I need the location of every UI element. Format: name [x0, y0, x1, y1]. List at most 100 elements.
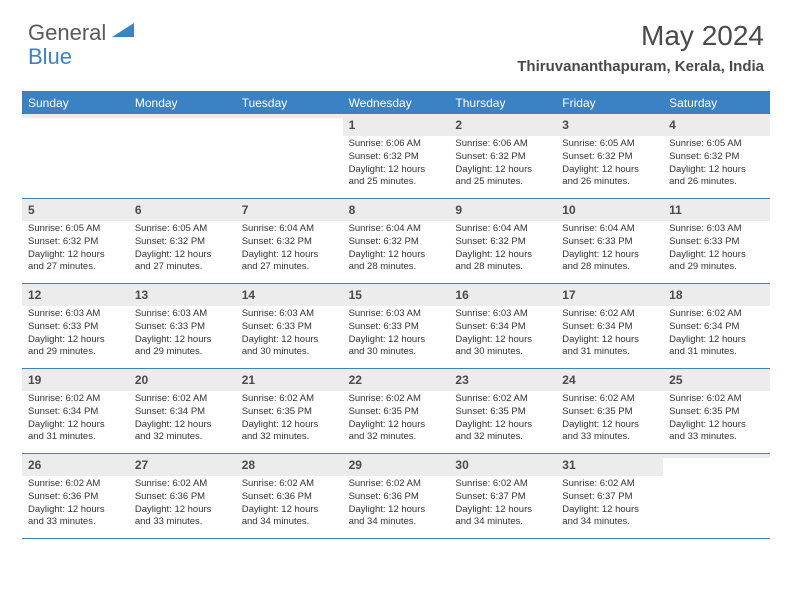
day-info: Sunrise: 6:05 AMSunset: 6:32 PMDaylight:… — [556, 136, 663, 193]
day-cell: 5Sunrise: 6:05 AMSunset: 6:32 PMDaylight… — [22, 199, 129, 283]
daynum-row: 29 — [343, 454, 450, 476]
day-number: 16 — [455, 288, 468, 302]
day-info: Sunrise: 6:02 AMSunset: 6:36 PMDaylight:… — [129, 476, 236, 533]
daynum-row: 23 — [449, 369, 556, 391]
logo-triangle-icon — [112, 23, 134, 44]
day-info: Sunrise: 6:04 AMSunset: 6:32 PMDaylight:… — [236, 221, 343, 278]
day-cell: 31Sunrise: 6:02 AMSunset: 6:37 PMDayligh… — [556, 454, 663, 538]
day-number: 4 — [669, 118, 676, 132]
day-cell: 12Sunrise: 6:03 AMSunset: 6:33 PMDayligh… — [22, 284, 129, 368]
day-number: 20 — [135, 373, 148, 387]
day-cell: 16 Sunrise: 6:03 AMSunset: 6:34 PMDayligh… — [449, 284, 556, 368]
day-header-thursday: Thursday — [449, 92, 556, 114]
daynum-row: 9 — [449, 199, 556, 221]
day-info: Sunrise: 6:02 AMSunset: 6:37 PMDaylight:… — [449, 476, 556, 533]
daynum-row: 16 — [449, 284, 556, 306]
day-number: 17 — [562, 288, 575, 302]
calendar: SundayMondayTuesdayWednesdayThursdayFrid… — [22, 91, 770, 539]
daynum-row: 24 — [556, 369, 663, 391]
day-info: Sunrise: 6:03 AMSunset: 6:33 PMDaylight:… — [236, 306, 343, 363]
day-info: Sunrise: 6:02 AMSunset: 6:35 PMDaylight:… — [663, 391, 770, 448]
daynum-row: 1 — [343, 114, 450, 136]
day-cell: 17Sunrise: 6:02 AMSunset: 6:34 PMDayligh… — [556, 284, 663, 368]
daynum-row: 7 — [236, 199, 343, 221]
daynum-row: 10 — [556, 199, 663, 221]
daynum-row: 18 — [663, 284, 770, 306]
day-number: 19 — [28, 373, 41, 387]
day-info: Sunrise: 6:03 AMSunset: 6:33 PMDaylight:… — [129, 306, 236, 363]
day-number: 8 — [349, 203, 356, 217]
day-cell: 8 Sunrise: 6:04 AMSunset: 6:32 PMDaylight… — [343, 199, 450, 283]
day-number: 6 — [135, 203, 142, 217]
day-cell: 14Sunrise: 6:03 AMSunset: 6:33 PMDayligh… — [236, 284, 343, 368]
daynum-row: 22 — [343, 369, 450, 391]
daynum-row: 3 — [556, 114, 663, 136]
day-number: 22 — [349, 373, 362, 387]
location-label: Thiruvananthapuram, Kerala, India — [517, 58, 764, 75]
daynum-row: 12 — [22, 284, 129, 306]
day-number: 2 — [455, 118, 462, 132]
day-cell: 23Sunrise: 6:02 AMSunset: 6:35 PMDayligh… — [449, 369, 556, 453]
month-title: May 2024 — [517, 20, 764, 52]
day-number: 30 — [455, 458, 468, 472]
day-cell: 1Sunrise: 6:06 AMSunset: 6:32 PMDaylight… — [343, 114, 450, 198]
day-header-tuesday: Tuesday — [236, 92, 343, 114]
daynum-row: 4 — [663, 114, 770, 136]
day-info: Sunrise: 6:05 AMSunset: 6:32 PMDaylight:… — [663, 136, 770, 193]
week-row: 26 Sunrise: 6:02 AMSunset: 6:36 PMDayligh… — [22, 454, 770, 539]
day-number: 29 — [349, 458, 362, 472]
day-info: Sunrise: 6:06 AMSunset: 6:32 PMDaylight:… — [343, 136, 450, 193]
day-cell: 19 Sunrise: 6:02 AMSunset: 6:34 PMDayligh… — [22, 369, 129, 453]
day-number: 3 — [562, 118, 569, 132]
day-info: Sunrise: 6:04 AMSunset: 6:33 PMDaylight:… — [556, 221, 663, 278]
daynum-row: 28 — [236, 454, 343, 476]
day-info: Sunrise: 6:03 AMSunset: 6:33 PMDaylight:… — [22, 306, 129, 363]
day-number: 27 — [135, 458, 148, 472]
day-info: Sunrise: 6:02 AMSunset: 6:36 PMDaylight:… — [236, 476, 343, 533]
day-number: 28 — [242, 458, 255, 472]
day-header-wednesday: Wednesday — [343, 92, 450, 114]
day-info: Sunrise: 6:04 AMSunset: 6:32 PMDaylight:… — [343, 221, 450, 278]
daynum-row — [663, 454, 770, 458]
day-cell: 9 Sunrise: 6:04 AMSunset: 6:32 PMDaylight… — [449, 199, 556, 283]
day-cell: 18Sunrise: 6:02 AMSunset: 6:34 PMDayligh… — [663, 284, 770, 368]
header: General May 2024 Thiruvananthapuram, Ker… — [0, 0, 792, 83]
day-info: Sunrise: 6:05 AMSunset: 6:32 PMDaylight:… — [129, 221, 236, 278]
day-number: 24 — [562, 373, 575, 387]
day-number: 9 — [455, 203, 462, 217]
day-cell: 20Sunrise: 6:02 AMSunset: 6:34 PMDayligh… — [129, 369, 236, 453]
day-number: 23 — [455, 373, 468, 387]
day-info: Sunrise: 6:02 AMSunset: 6:35 PMDaylight:… — [343, 391, 450, 448]
day-info: Sunrise: 6:03 AMSunset: 6:33 PMDaylight:… — [343, 306, 450, 363]
daynum-row: 15 — [343, 284, 450, 306]
logo-text-blue: Blue — [28, 44, 72, 69]
day-info: Sunrise: 6:03 AMSunset: 6:34 PMDaylight:… — [449, 306, 556, 363]
daynum-row: 30 — [449, 454, 556, 476]
day-number: 5 — [28, 203, 35, 217]
day-cell: 29Sunrise: 6:02 AMSunset: 6:36 PMDayligh… — [343, 454, 450, 538]
logo-text-general: General — [28, 20, 106, 46]
logo-part2-wrap: Blue — [28, 44, 72, 70]
day-header-row: SundayMondayTuesdayWednesdayThursdayFrid… — [22, 92, 770, 114]
day-header-sunday: Sunday — [22, 92, 129, 114]
day-info: Sunrise: 6:02 AMSunset: 6:34 PMDaylight:… — [22, 391, 129, 448]
day-cell: 3 Sunrise: 6:05 AMSunset: 6:32 PMDaylight… — [556, 114, 663, 198]
day-cell: 25Sunrise: 6:02 AMSunset: 6:35 PMDayligh… — [663, 369, 770, 453]
day-cell: 24 Sunrise: 6:02 AMSunset: 6:35 PMDayligh… — [556, 369, 663, 453]
day-cell: 10Sunrise: 6:04 AMSunset: 6:33 PMDayligh… — [556, 199, 663, 283]
daynum-row: 14 — [236, 284, 343, 306]
day-info: Sunrise: 6:02 AMSunset: 6:35 PMDaylight:… — [556, 391, 663, 448]
day-number: 13 — [135, 288, 148, 302]
day-number: 18 — [669, 288, 682, 302]
day-cell: 28 Sunrise: 6:02 AMSunset: 6:36 PMDayligh… — [236, 454, 343, 538]
day-number: 11 — [669, 203, 682, 217]
day-info: Sunrise: 6:02 AMSunset: 6:36 PMDaylight:… — [22, 476, 129, 533]
daynum-row: 27 — [129, 454, 236, 476]
day-cell: 30 Sunrise: 6:02 AMSunset: 6:37 PMDayligh… — [449, 454, 556, 538]
day-header-saturday: Saturday — [663, 92, 770, 114]
day-info: Sunrise: 6:04 AMSunset: 6:32 PMDaylight:… — [449, 221, 556, 278]
day-number: 26 — [28, 458, 41, 472]
day-cell: 21Sunrise: 6:02 AMSunset: 6:35 PMDayligh… — [236, 369, 343, 453]
daynum-row: 19 — [22, 369, 129, 391]
week-row: 19 Sunrise: 6:02 AMSunset: 6:34 PMDayligh… — [22, 369, 770, 454]
